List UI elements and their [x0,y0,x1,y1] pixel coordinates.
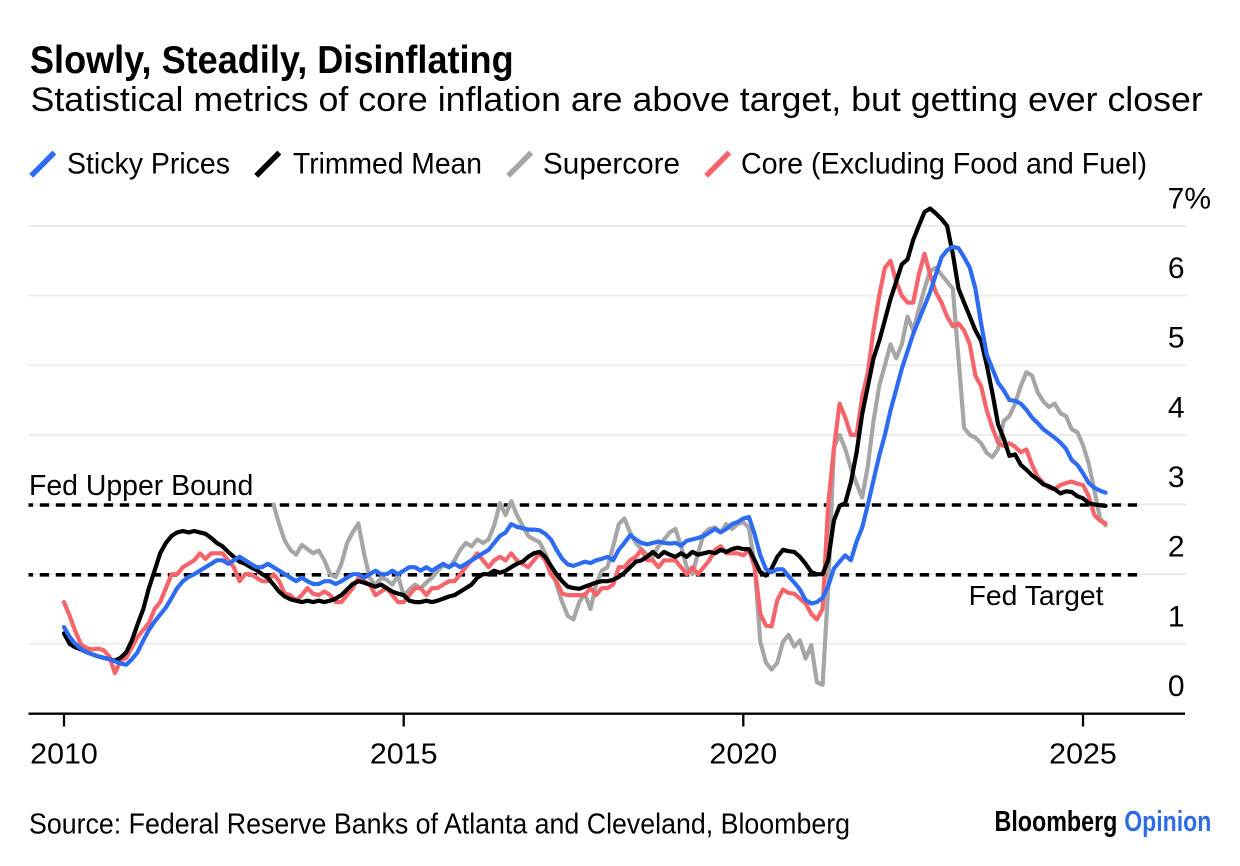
svg-text:2010: 2010 [30,738,98,770]
svg-text:Statistical metrics of core in: Statistical metrics of core inflation ar… [31,81,1203,119]
svg-text:Source: Federal Reserve Banks: Source: Federal Reserve Banks of Atlanta… [29,809,850,841]
svg-text:3: 3 [1168,461,1185,494]
svg-text:1: 1 [1168,600,1185,633]
svg-text:0: 0 [1168,670,1185,703]
svg-text:Fed Upper Bound: Fed Upper Bound [29,470,253,502]
svg-text:Slowly, Steadily, Disinflating: Slowly, Steadily, Disinflating [30,39,514,82]
svg-text:Opinion: Opinion [1124,806,1211,838]
svg-text:2015: 2015 [370,738,438,770]
svg-text:Fed Target: Fed Target [969,580,1104,611]
svg-text:7%: 7% [1168,182,1211,215]
svg-text:5: 5 [1168,322,1185,355]
svg-text:Supercore: Supercore [543,147,680,180]
svg-text:6: 6 [1168,252,1185,285]
svg-text:Bloomberg: Bloomberg [995,806,1118,838]
svg-text:2: 2 [1168,531,1185,564]
svg-text:2025: 2025 [1049,738,1117,770]
svg-text:2020: 2020 [709,738,777,770]
svg-text:Trimmed Mean: Trimmed Mean [293,147,482,180]
svg-text:4: 4 [1168,391,1185,424]
svg-text:Sticky Prices: Sticky Prices [67,147,230,180]
svg-text:Core (Excluding Food and Fuel): Core (Excluding Food and Fuel) [741,147,1147,180]
